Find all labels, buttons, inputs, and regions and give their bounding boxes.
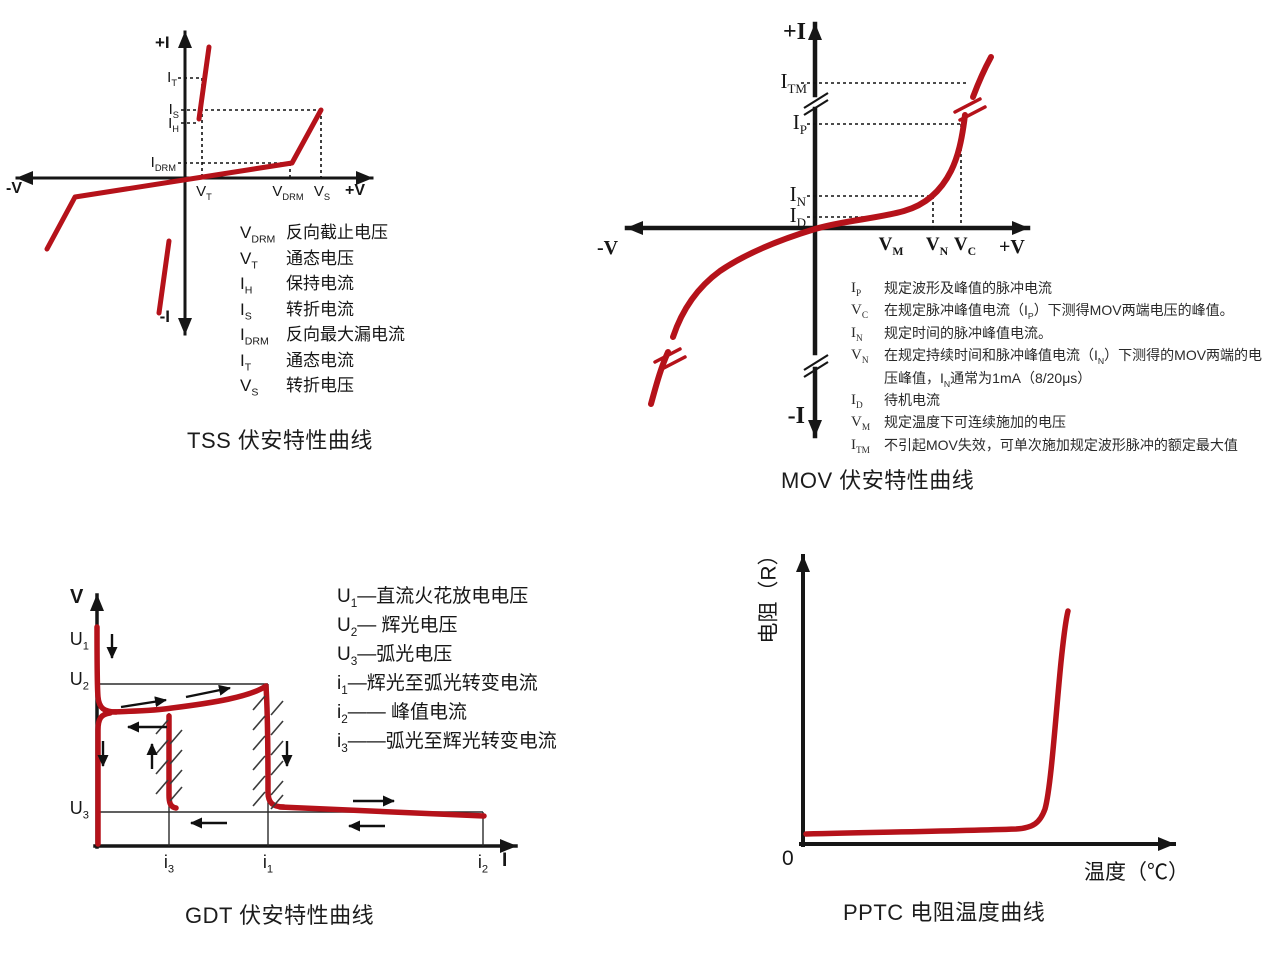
tss-legend-row: IS 转折电流 (240, 299, 354, 322)
mov-legend-row: VC 在规定脉冲峰值电流（IP）下测得MOV两端电压的峰值。 (851, 302, 1234, 322)
mov-neg-v-label: -V (597, 237, 619, 259)
tss-curve (44, 44, 324, 316)
mov-title: MOV 伏安特性曲线 (781, 468, 975, 493)
mov-pos-i-label: +I (782, 19, 806, 45)
mov-legend: IP 规定波形及峰值的脉冲电流 VC 在规定脉冲峰值电流（IP）下测得MOV两端电压… (851, 277, 1263, 456)
gdt-legend-row: U1—直流火花放电电压 (337, 586, 529, 610)
tss-legend-row: IH 保持电流 (240, 274, 354, 297)
mov-pos-v-label: +V (999, 236, 1025, 258)
gdt-tick-i1: i1 (262, 852, 274, 876)
gdt-tick-u1: U1 (69, 629, 89, 653)
mov-tick-vm: VM (878, 234, 904, 258)
pptc-plot (796, 554, 1176, 851)
mov-legend-row: VM 规定温度下可连续施加的电压 (851, 414, 1066, 434)
gdt-v-axis-label: V (70, 586, 84, 608)
gdt-tick-i2: i2 (477, 852, 489, 876)
gdt-legend-row: i3——弧光至辉光转变电流 (337, 731, 557, 755)
gdt-tick-i3: i3 (163, 852, 175, 876)
gdt-legend-row: i1—辉光至弧光转变电流 (337, 673, 538, 697)
tss-tick-it: IT (167, 69, 177, 88)
tss-legend-row: VT 通态电压 (240, 248, 354, 271)
gdt-legend-row: U3—弧光电压 (337, 644, 453, 668)
mov-curve-break-marks (653, 97, 987, 372)
gdt-hatch-marks (155, 695, 284, 810)
mov-dotted-guides (801, 82, 967, 228)
tss-dotted-guides (178, 77, 322, 178)
mov-plot (624, 21, 1031, 439)
tss-tick-vs: VS (313, 183, 331, 202)
mov-tick-itm: ITM (780, 69, 807, 97)
mov-tick-id: ID (789, 203, 806, 231)
pptc-curve (803, 608, 1071, 837)
mov-tick-vc: VC (953, 234, 977, 258)
mov-axis-break-marks (803, 92, 829, 378)
gdt-legend-row: i2—— 峰值电流 (337, 702, 468, 726)
gdt-plot (90, 593, 518, 853)
mov-tick-in: IN (789, 182, 806, 210)
tss-tick-ih: IH (168, 115, 179, 134)
tss-legend-row: IDRM 反向最大漏电流 (240, 325, 405, 348)
gdt-curve (94, 624, 487, 847)
tss-legend: VDRM 反向截止电压 VT 通态电压 IH 保持电流 IS 转折电流 IDRM 反向最大… (240, 220, 405, 399)
tss-plot (15, 30, 374, 336)
pptc-x-axis-label: 温度（℃） (1084, 861, 1189, 884)
tss-tick-vt: VT (196, 183, 212, 202)
mov-tick-ip: IP (792, 110, 807, 138)
mov-legend-row: VN 在规定持续时间和脉冲峰值电流（IN）下测得的MOV两端的电压峰值，IN通常为… (851, 347, 1263, 389)
tss-tick-idrm: IDRM (150, 154, 176, 173)
gdt-direction-arrows (97, 634, 395, 832)
mov-neg-i-label: -I (787, 403, 805, 429)
tss-pos-i-label: +I (155, 33, 170, 52)
tss-pos-v-label: +V (345, 182, 366, 199)
tss-tick-is: IS (168, 101, 179, 120)
gdt-tick-u2: U2 (69, 669, 89, 693)
tss-legend-row: IT 通态电流 (240, 350, 354, 373)
mov-tick-vn: VN (925, 234, 949, 258)
mov-legend-row: ID 待机电流 (851, 392, 940, 412)
gdt-tick-u3: U3 (69, 798, 89, 822)
mov-legend-row: IP 规定波形及峰值的脉冲电流 (851, 280, 1052, 299)
gdt-legend-row: U2— 辉光电压 (337, 615, 458, 639)
mov-legend-row: ITM 不引起MOV失效，可单次施加规定波形脉冲的额定最大值 (851, 436, 1238, 456)
pptc-origin-label: 0 (782, 847, 794, 870)
tss-legend-row: VDRM 反向截止电压 (240, 223, 388, 246)
pptc-y-axis-label: 电阻（R） (757, 544, 781, 644)
gdt-title: GDT 伏安特性曲线 (185, 903, 375, 928)
pptc-title: PPTC 电阻温度曲线 (843, 900, 1046, 925)
tss-legend-row: VS 转折电压 (240, 376, 354, 399)
mov-legend-row: IN 规定时间的脉冲峰值电流。 (851, 324, 1052, 344)
gdt-i-axis-label: I (502, 850, 508, 871)
tss-neg-v-label: -V (6, 180, 22, 197)
mov-curve (648, 54, 994, 407)
tss-title: TSS 伏安特性曲线 (187, 428, 373, 453)
tss-tick-vdrm: VDRM (272, 183, 304, 202)
tss-neg-i-label: -I (159, 307, 170, 326)
gdt-legend: U1—直流火花放电电压 U2— 辉光电压 U3—弧光电压 i1—辉光至弧光转变电… (337, 582, 557, 756)
